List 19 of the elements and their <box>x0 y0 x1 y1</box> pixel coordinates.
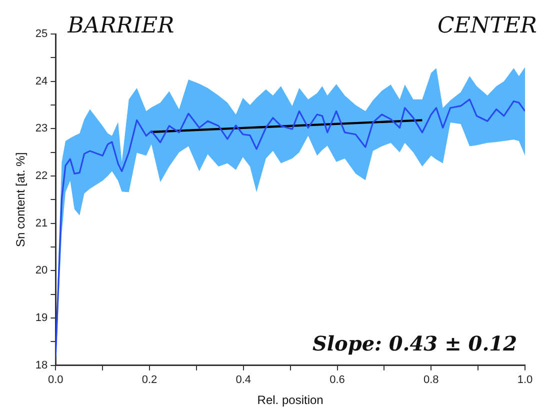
y-tick-label: 19 <box>35 312 48 324</box>
x-tick-label: 0.4 <box>236 374 252 386</box>
y-tick-label: 25 <box>35 28 48 40</box>
x-tick-label: 0.6 <box>330 374 345 386</box>
y-axis-title: Sn content [at. %] <box>14 152 28 248</box>
y-tick-label: 23 <box>35 122 48 135</box>
x-tick-label: 1.0 <box>517 374 533 386</box>
x-tick-label: 0.2 <box>142 374 158 386</box>
x-tick-label: 0.0 <box>48 374 64 386</box>
annotation: CENTER <box>438 14 537 39</box>
y-tick-label: 21 <box>35 217 48 230</box>
annotation: Slope: 0.43 ± 0.12 <box>312 332 518 356</box>
y-tick-label: 18 <box>35 359 48 372</box>
x-tick-label: 0.8 <box>423 374 439 386</box>
y-tick-label: 20 <box>35 264 48 277</box>
y-tick-label: 22 <box>35 170 48 182</box>
x-axis-title: Rel. position <box>257 393 324 408</box>
annotation: BARRIER <box>66 14 174 39</box>
y-tick-label: 24 <box>35 75 48 88</box>
